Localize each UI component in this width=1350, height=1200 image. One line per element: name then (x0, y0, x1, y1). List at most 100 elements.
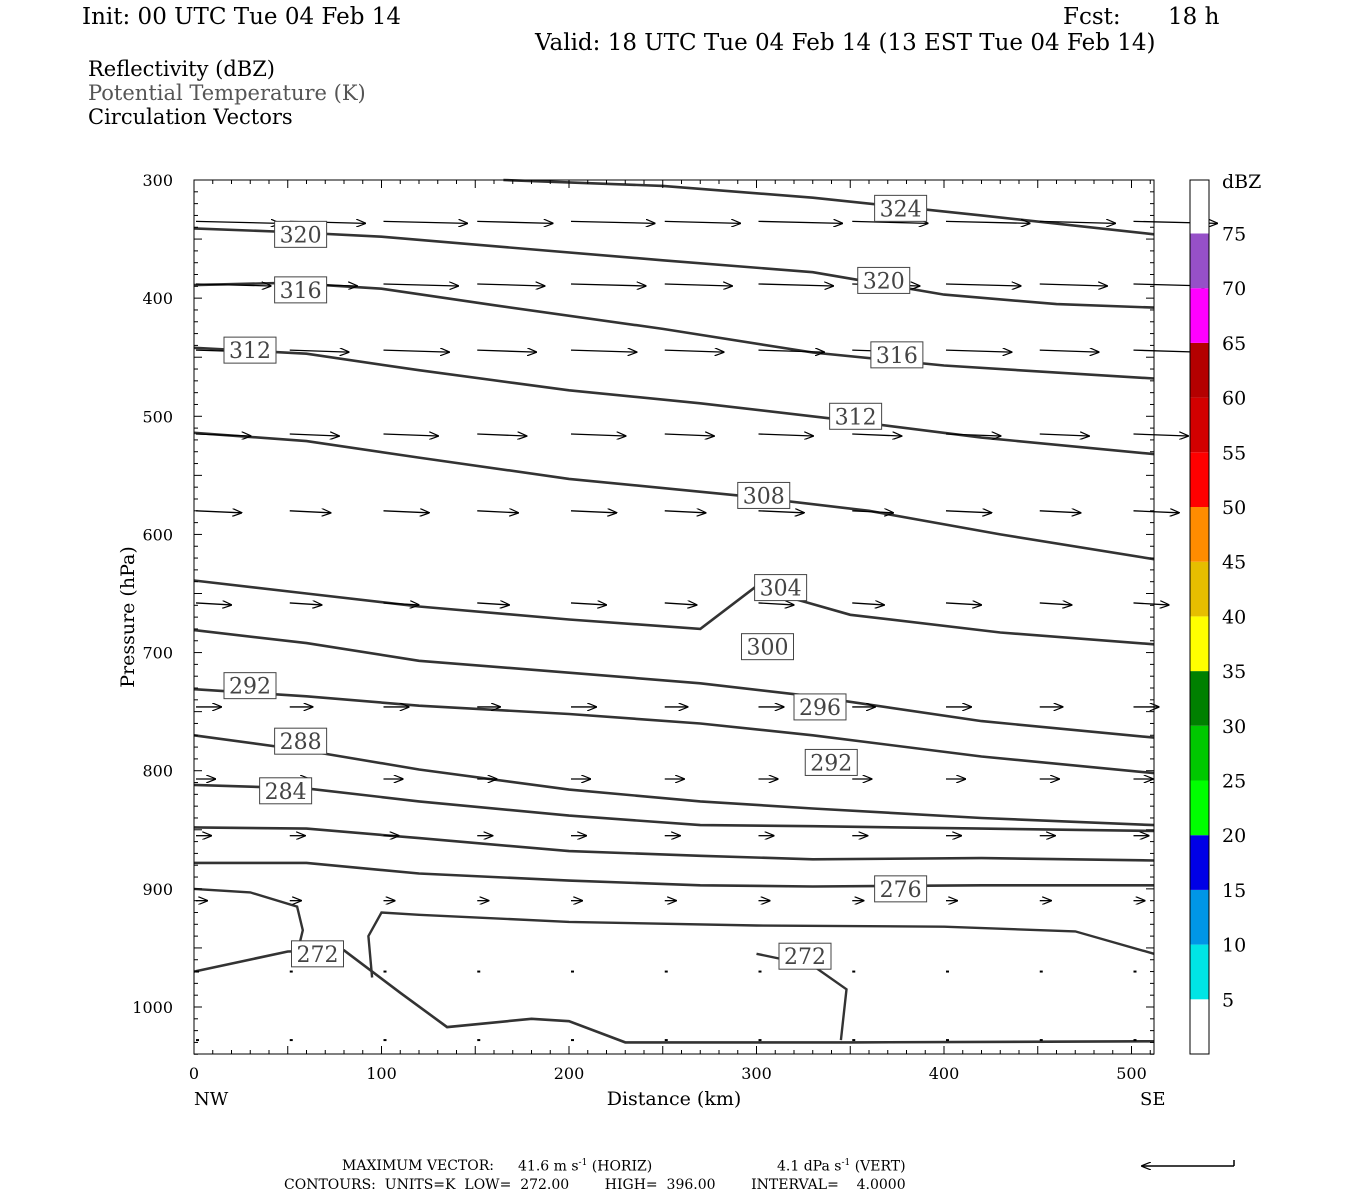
contour-label-box-10 (793, 693, 847, 721)
contour-label-box-2 (857, 266, 911, 294)
colorbar-segment-11 (1190, 397, 1209, 453)
contour-label-box-16 (874, 875, 928, 903)
contour-label-box-12 (804, 748, 858, 776)
contour-label-300: 300 (747, 636, 789, 661)
contour-labels: 324 320 320 316 316 312 312 308 304 300 296 292 292 2… (223, 194, 928, 970)
vector-0-7 (852, 221, 927, 223)
colorbar-segment-13 (1190, 288, 1209, 343)
x-tick-label-100: 100 (366, 1064, 397, 1083)
contour-label-box-4 (870, 341, 924, 369)
x-tick-label-500: 500 (1116, 1064, 1147, 1083)
valid-time: Valid: 18 UTC Tue 04 Feb 14 (13 EST Tue … (535, 30, 1156, 56)
vector-4-10 (1133, 511, 1179, 513)
contour-label-box-0 (874, 194, 928, 222)
contour-label-292: 292 (810, 751, 852, 776)
contour-label-320: 320 (280, 223, 322, 248)
vector-2-3 (477, 350, 536, 352)
x-right-end-label: SE (1140, 1089, 1165, 1110)
contour-label-284: 284 (265, 780, 307, 805)
vector-5-2 (383, 603, 419, 605)
theta-contour-280-15 (193, 826, 1155, 862)
theta-contour-312-5 (193, 346, 1155, 456)
vector-3-5 (664, 434, 714, 436)
colorbar-label-50: 50 (1222, 497, 1246, 519)
colorbar-segment-2 (1190, 889, 1209, 945)
theta-contour-308-7 (193, 431, 1155, 561)
vector-3-1 (289, 434, 339, 436)
vector-0-9 (1039, 221, 1115, 223)
vector-2-8 (945, 350, 1011, 352)
vector-1-3 (477, 284, 544, 286)
vector-2-6 (758, 350, 824, 352)
x-left-end-label: NW (194, 1089, 229, 1110)
y-tick-label-800: 800 (142, 762, 173, 781)
circulation-vectors (195, 221, 1217, 1042)
vector-4-1 (289, 511, 331, 513)
vector-0-2 (383, 221, 468, 223)
vector-1-5 (664, 284, 732, 286)
vector-4-3 (477, 511, 518, 513)
vector-5-3 (477, 603, 509, 605)
contour-label-box-17 (291, 940, 344, 968)
colorbar-label-65: 65 (1222, 333, 1246, 355)
vector-2-1 (289, 350, 349, 352)
forecast-hours: 18 h (1168, 4, 1220, 30)
vector-4-5 (664, 511, 706, 513)
vector-5-1 (289, 603, 322, 605)
axis-tick-labels: 0 100 200 300 400 500 300 400 500 600 700 800 900 100… (132, 171, 1146, 1083)
contour-label-316: 316 (280, 279, 322, 304)
colorbar-segment-15 (1190, 180, 1209, 234)
colorbar-label-40: 40 (1222, 606, 1246, 628)
contour-label-box-13 (274, 727, 328, 755)
vector-1-0 (195, 284, 271, 286)
contour-label-box-6 (829, 402, 883, 430)
x-axis-label: Distance (km) (607, 1088, 742, 1110)
vector-5-9 (1039, 603, 1072, 605)
forecast-label: Fcst: (1063, 4, 1121, 30)
colorbar-segment-9 (1190, 507, 1209, 562)
y-tick-label-400: 400 (142, 289, 173, 308)
contour-label-box-14 (259, 777, 313, 805)
colorbar-segment-1 (1190, 944, 1209, 1000)
colorbar-label-45: 45 (1222, 552, 1246, 574)
vector-3-3 (477, 434, 526, 436)
max-vector-vertical: 4.1 dPa s-1 (VERT) (777, 1158, 906, 1175)
colorbar-frame (1189, 179, 1210, 1055)
contour-label-308: 308 (743, 484, 785, 509)
y-tick-label-300: 300 (142, 171, 173, 190)
colorbar-segment-7 (1190, 616, 1209, 672)
theta-contour-324-0 (503, 178, 1155, 236)
vector-4-4 (570, 511, 616, 513)
axis-ticks (193, 179, 1154, 1055)
vector-0-4 (570, 221, 655, 223)
vector-4-9 (1039, 511, 1081, 513)
contour-label-320: 320 (863, 269, 905, 294)
colorbar-label-30: 30 (1222, 716, 1246, 738)
colorbar-label-20: 20 (1222, 825, 1246, 847)
contour-label-box-7 (737, 481, 791, 509)
colorbar-segment-0 (1190, 999, 1209, 1054)
vector-0-6 (758, 221, 843, 223)
contour-label-box-5 (223, 336, 277, 364)
contour-label-324: 324 (880, 197, 922, 222)
contour-label-312: 312 (835, 405, 877, 430)
contour-label-272: 272 (784, 945, 826, 970)
vector-0-3 (477, 221, 552, 223)
x-tick-label-200: 200 (554, 1064, 585, 1083)
init-time: Init: 00 UTC Tue 04 Feb 14 (82, 4, 402, 30)
theta-contour-292-12 (193, 734, 1155, 827)
vector-3-9 (1039, 434, 1089, 436)
contour-label-box-1 (274, 220, 328, 248)
vector-3-10 (1133, 434, 1189, 436)
contour-label-296: 296 (799, 696, 841, 721)
contour-label-box-8 (754, 574, 808, 602)
contour-label-272: 272 (297, 943, 339, 968)
vector-4-2 (383, 511, 429, 513)
contour-label-304: 304 (760, 577, 802, 602)
colorbar-label-75: 75 (1222, 224, 1246, 246)
theta-contour-272-lobe-1 (367, 911, 1155, 978)
vector-5-5 (664, 603, 697, 605)
y-tick-label-1000: 1000 (132, 998, 173, 1017)
colorbar-segment-4 (1190, 780, 1209, 836)
